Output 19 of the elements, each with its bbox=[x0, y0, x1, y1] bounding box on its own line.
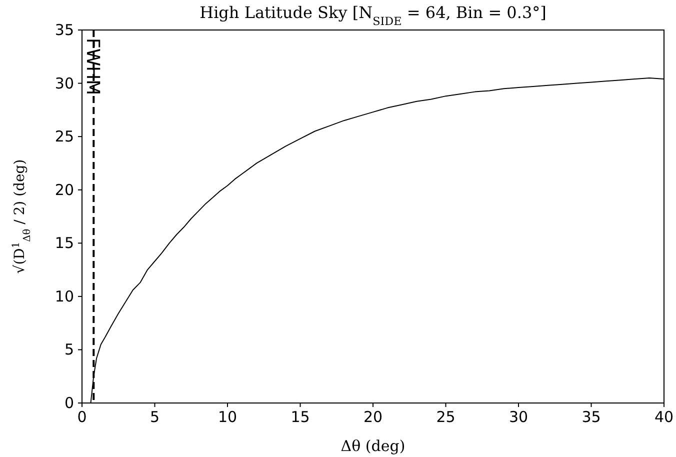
y-tick-label: 15 bbox=[54, 234, 74, 252]
x-tick-label: 40 bbox=[654, 408, 674, 426]
y-tick-label: 30 bbox=[54, 74, 74, 92]
x-tick-label: 20 bbox=[363, 408, 383, 426]
x-tick-label: 0 bbox=[77, 408, 87, 426]
y-tick-label: 35 bbox=[54, 21, 74, 39]
y-tick-label: 10 bbox=[54, 287, 74, 306]
x-tick-label: 10 bbox=[218, 408, 238, 426]
x-tick-label: 5 bbox=[150, 408, 160, 426]
x-tick-label: 30 bbox=[508, 408, 528, 426]
y-tick-label: 0 bbox=[64, 394, 74, 412]
x-axis-title: Δθ (deg) bbox=[340, 437, 406, 455]
x-tick-label: 25 bbox=[436, 408, 456, 426]
chart-title: High Latitude Sky [N$_{SIDE}$ = 64, Bin = 0.3°] bbox=[200, 3, 546, 28]
y-tick-label: 25 bbox=[54, 128, 74, 146]
y-tick-label: 5 bbox=[64, 340, 74, 359]
y-tick-label: 20 bbox=[54, 180, 74, 199]
x-tick-label: 15 bbox=[290, 408, 310, 426]
x-tick-label: 35 bbox=[582, 408, 601, 426]
